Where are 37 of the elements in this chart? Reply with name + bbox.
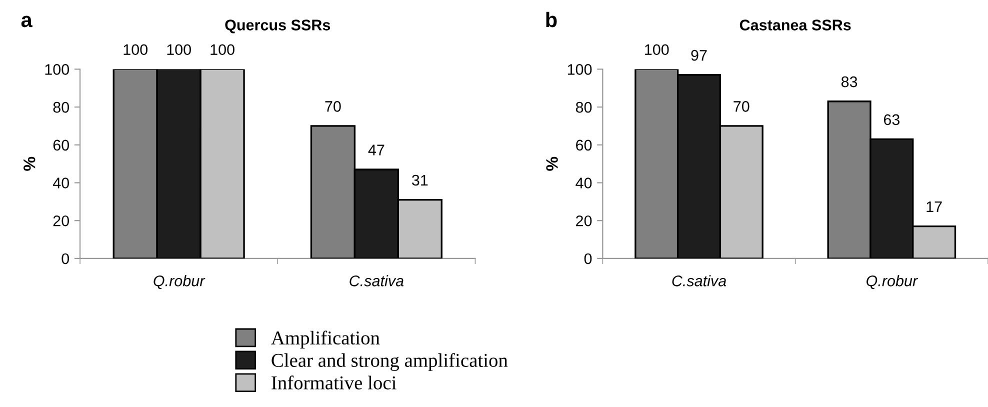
data-label: 70 xyxy=(734,101,750,112)
data-label: 97 xyxy=(691,50,707,61)
text: b xyxy=(546,12,557,28)
legend-label: Informative loci xyxy=(272,376,396,390)
data-label: 100 xyxy=(210,44,234,56)
chart-title: Quercus SSRs xyxy=(225,20,330,34)
x-tick-label: C.sativa xyxy=(672,275,726,286)
y-tick-label: 0 xyxy=(584,253,592,264)
y-tick-label: 20 xyxy=(53,215,70,226)
legend-label: Amplification xyxy=(271,330,380,348)
legend-label: Clear and strong amplification xyxy=(272,353,508,371)
data-label: 47 xyxy=(368,144,384,156)
y-tick-label: 20 xyxy=(576,215,592,226)
y-tick-label: 40 xyxy=(52,178,70,188)
data-label: 63 xyxy=(884,114,900,126)
x-tick-label: Q.robur xyxy=(154,275,206,290)
data-label: 31 xyxy=(412,174,428,186)
y-tick-label: 100 xyxy=(45,64,70,75)
y-tick-label: 40 xyxy=(576,178,592,188)
y-tick-label: 60 xyxy=(576,140,592,151)
data-label: 100 xyxy=(124,44,148,56)
y-tick-label: 60 xyxy=(53,140,70,151)
data-label: 70 xyxy=(325,101,341,112)
data-label: 17 xyxy=(926,201,942,212)
y-tick-label: 80 xyxy=(576,102,592,113)
x-tick-label: Q.robur xyxy=(866,275,918,290)
data-label: 100 xyxy=(645,44,669,56)
data-label: 83 xyxy=(841,76,858,88)
y-tick-label: 0 xyxy=(62,253,70,264)
y-axis-title: % xyxy=(546,156,558,171)
data-label: 100 xyxy=(167,44,191,56)
text: a xyxy=(21,16,32,28)
y-tick-label: 80 xyxy=(53,102,70,113)
y-axis-title: % xyxy=(24,156,36,171)
x-tick-label: C.sativa xyxy=(350,275,404,286)
chart-title: Castanea SSRs xyxy=(740,20,851,30)
y-tick-label: 100 xyxy=(568,64,592,75)
